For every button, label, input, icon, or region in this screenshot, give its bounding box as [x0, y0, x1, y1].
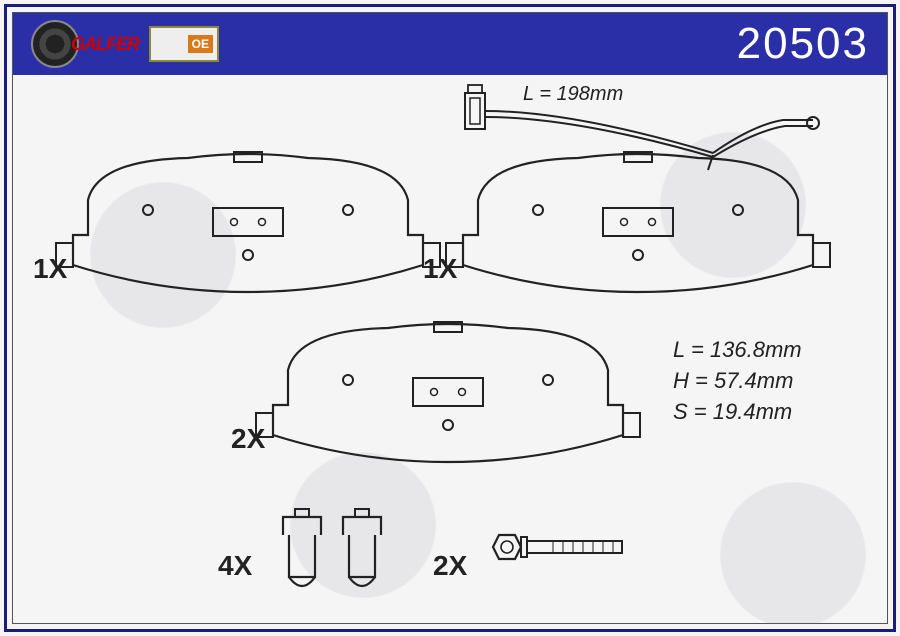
dimensions-block: L = 136.8mm H = 57.4mm S = 19.4mm: [673, 335, 802, 427]
bolt: [493, 535, 622, 559]
sensor-connector: [465, 85, 485, 129]
brake-pad-bottom: [256, 322, 640, 462]
header-bar: GALFER OE 20503: [13, 13, 887, 75]
qty-pad-top-left: 1X: [33, 253, 67, 285]
qty-bolt: 2X: [433, 550, 467, 582]
brake-pad-top-left: [56, 152, 440, 292]
brake-pad-top-right: [446, 152, 830, 292]
qty-pad-bottom: 2X: [231, 423, 265, 455]
clip-right: [343, 509, 381, 586]
dim-length: L = 136.8mm: [673, 335, 802, 366]
dim-height: H = 57.4mm: [673, 366, 802, 397]
sensor-wire-2: [713, 126, 813, 157]
qty-pad-top-right: 1X: [423, 253, 457, 285]
clip-left: [283, 509, 321, 586]
dim-thickness: S = 19.4mm: [673, 397, 802, 428]
qty-clips: 4X: [218, 550, 252, 582]
part-number: 20503: [737, 19, 869, 69]
diagram-content: L = 198mm: [13, 75, 887, 623]
brand-text: GALFER: [71, 34, 139, 55]
brand-logo: GALFER: [31, 20, 139, 68]
logo-group: GALFER OE: [31, 20, 219, 68]
oe-badge-text: OE: [188, 35, 213, 53]
oe-badge: OE: [149, 26, 219, 62]
